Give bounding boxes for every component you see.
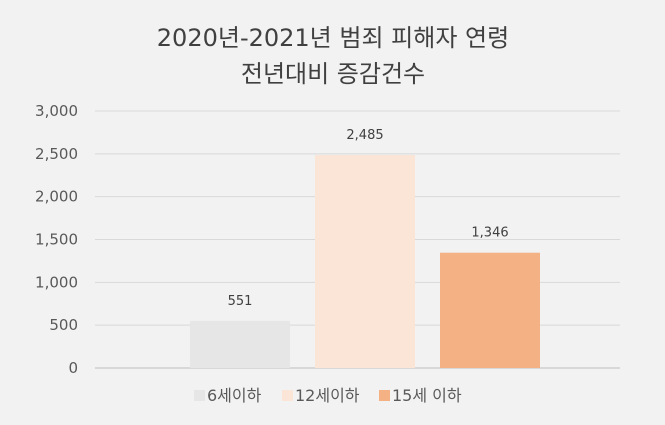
y-tick-label: 3,000 [35,102,78,120]
chart-title-line-1: 2020년-2021년 범죄 피해자 연령 [157,24,509,52]
bar-1 [190,320,290,368]
y-tick-label: 2,500 [35,145,78,163]
bars [190,155,540,368]
data-label-3: 1,346 [471,226,508,241]
legend-swatch-1 [194,390,205,401]
chart-title-line-2: 전년대비 증감건수 [241,60,425,88]
legend-swatch-2 [282,390,293,401]
bar-2 [315,155,415,368]
y-tick-label: 1,500 [35,231,78,249]
data-label-1: 551 [228,294,253,309]
legend: 6세이하 12세이하 15세 이하 [194,386,462,405]
y-tick-label: 1,000 [35,273,78,291]
bar-3 [440,252,540,368]
y-tick-label: 2,000 [35,188,78,206]
legend-swatch-3 [379,390,390,401]
legend-label-2: 12세이하 [295,386,360,405]
y-tick-label: 500 [49,316,78,334]
data-label-2: 2,485 [346,128,383,143]
legend-label-1: 6세이하 [207,386,262,405]
y-tick-label: 0 [68,359,78,377]
y-axis-tick-labels: 0 500 1,000 1,500 2,000 2,500 3,000 [35,102,78,377]
legend-label-3: 15세 이하 [392,386,462,405]
data-labels: 551 2,485 1,346 [228,128,509,309]
